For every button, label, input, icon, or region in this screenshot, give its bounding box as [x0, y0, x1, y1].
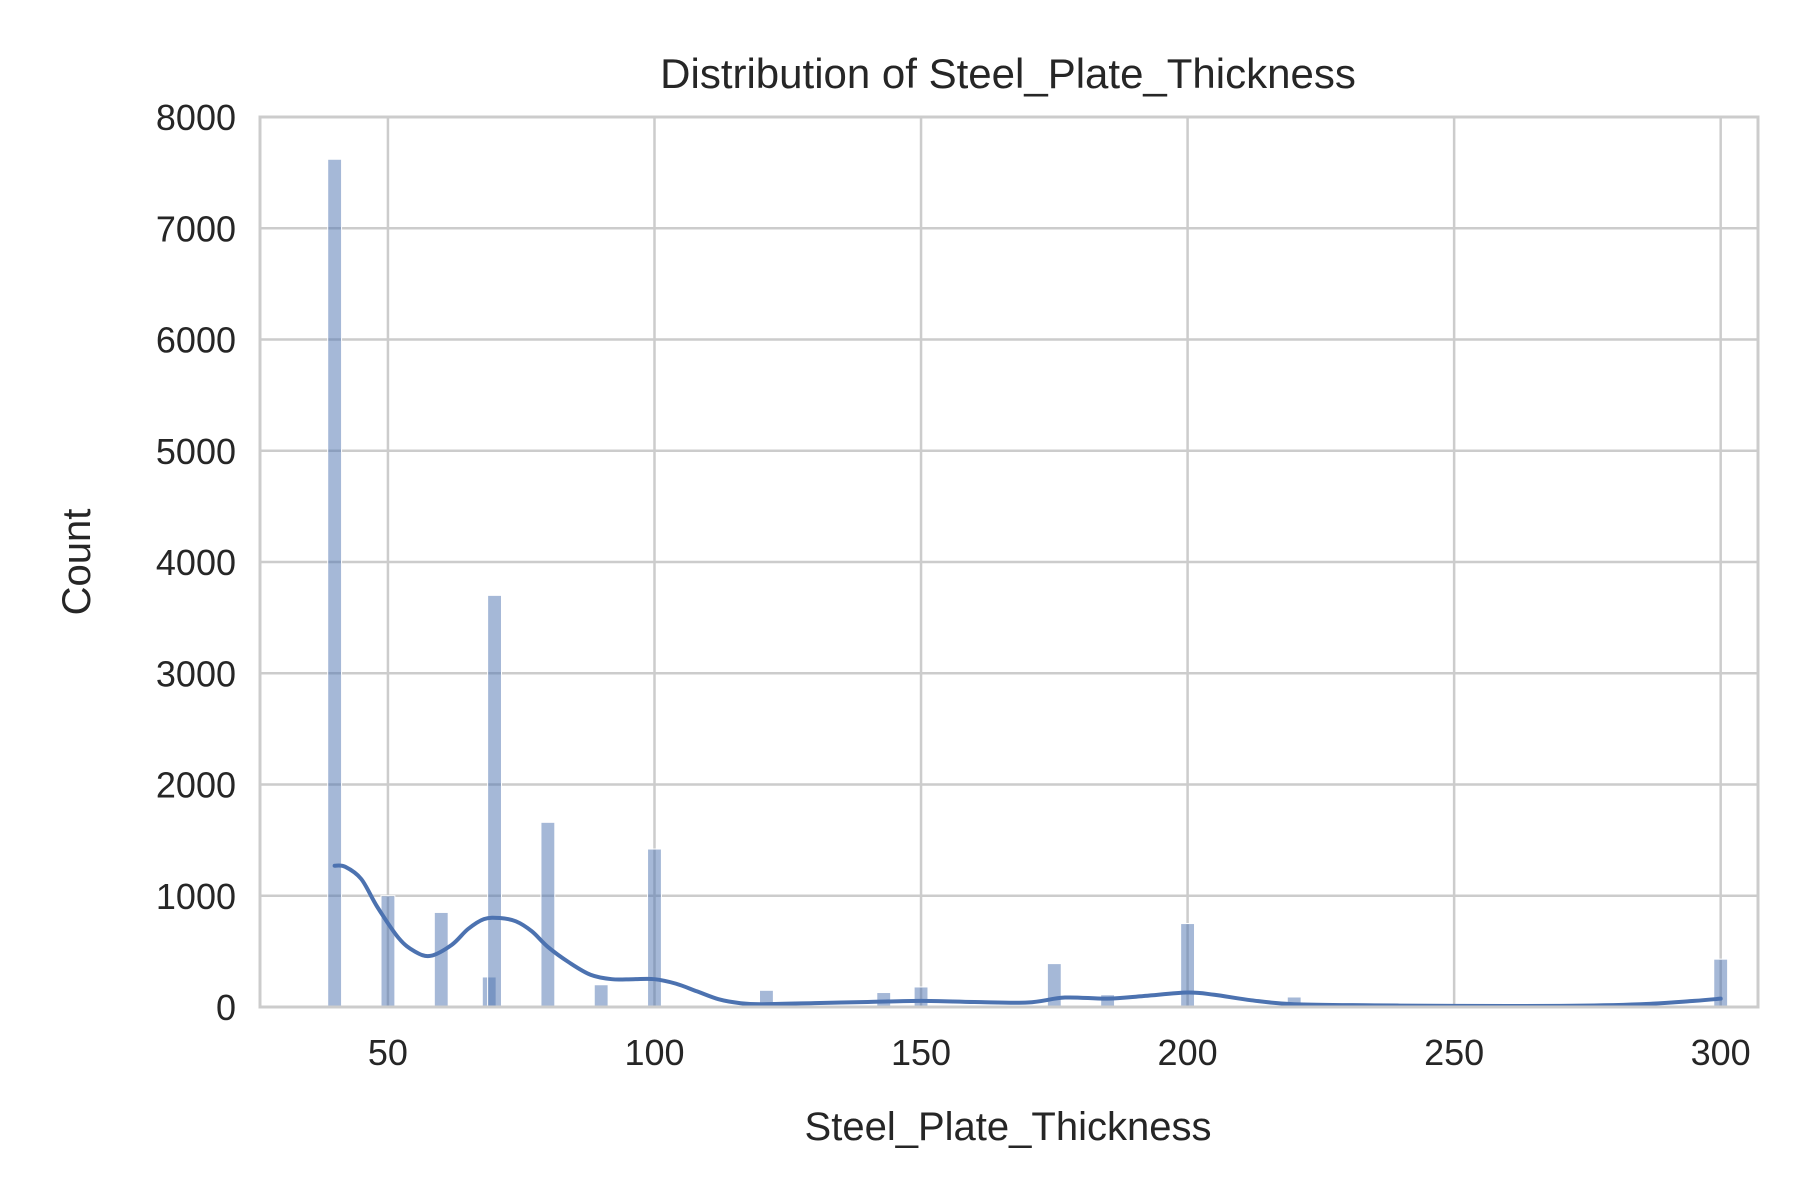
- x-axis-ticks: 50 100 150 200 250 300: [368, 1032, 1751, 1073]
- y-axis-label: Count: [55, 509, 99, 616]
- y-tick-label: 5000: [156, 431, 236, 472]
- histogram-bar: [647, 848, 662, 1008]
- y-tick-label: 1000: [156, 876, 236, 917]
- x-tick-label: 150: [891, 1032, 951, 1073]
- plot-frame: [258, 115, 1760, 1009]
- y-tick-label: 6000: [156, 320, 236, 361]
- x-tick-label: 100: [624, 1032, 684, 1073]
- histogram-bar: [593, 984, 609, 1008]
- x-tick-label: 50: [368, 1032, 408, 1073]
- y-tick-label: 8000: [156, 97, 236, 138]
- y-tick-label: 3000: [156, 653, 236, 694]
- y-tick-label: 7000: [156, 208, 236, 249]
- y-tick-label: 0: [216, 987, 236, 1028]
- chart-title: Distribution of Steel_Plate_Thickness: [660, 50, 1356, 97]
- grid-lines: [260, 115, 1758, 1009]
- histogram-bar: [487, 594, 502, 1008]
- histogram-bars: [327, 158, 1729, 1008]
- y-axis-ticks: 0 1000 2000 3000 4000 5000 6000 7000 8000: [156, 97, 236, 1028]
- kde-curve: [332, 863, 1723, 1009]
- x-axis-label: Steel_Plate_Thickness: [805, 1105, 1212, 1149]
- histogram-bar: [433, 911, 449, 1008]
- histogram-bar: [327, 158, 343, 1008]
- x-tick-label: 200: [1158, 1032, 1218, 1073]
- histogram-bar: [540, 821, 556, 1008]
- histogram-bar: [913, 986, 929, 1008]
- y-tick-label: 2000: [156, 765, 236, 806]
- x-tick-label: 300: [1691, 1032, 1751, 1073]
- y-tick-label: 4000: [156, 542, 236, 583]
- x-tick-label: 250: [1424, 1032, 1484, 1073]
